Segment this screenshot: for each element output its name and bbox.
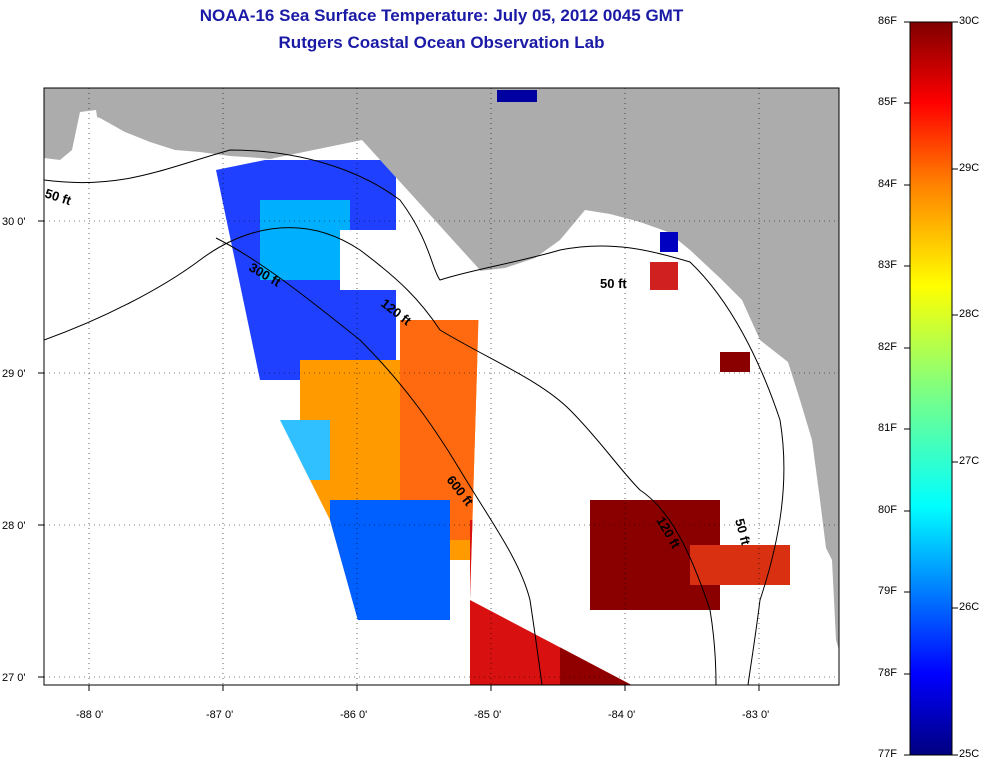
colorbar-f-label: 86F bbox=[878, 15, 897, 27]
x-tick-label: -86 0' bbox=[340, 709, 367, 721]
colorbar-f-label: 83F bbox=[878, 259, 897, 271]
colorbar-ticks bbox=[904, 21, 958, 756]
colorbar bbox=[909, 21, 953, 756]
colorbar-c-label: 26C bbox=[959, 601, 980, 613]
colorbar-c-label: 28C bbox=[959, 308, 980, 320]
colorbar-f-label: 81F bbox=[878, 422, 897, 434]
sst-patch-coast bbox=[690, 545, 790, 585]
contour-label: 50 ft bbox=[600, 276, 627, 291]
colorbar-f-label: 78F bbox=[878, 667, 897, 679]
contour-label: 50 ft bbox=[732, 517, 754, 547]
x-tick-label: -85 0' bbox=[474, 709, 501, 721]
colorbar-f-label: 79F bbox=[878, 585, 897, 597]
map-title: NOAA-16 Sea Surface Temperature: July 05… bbox=[199, 6, 684, 25]
coastal-wetlands bbox=[76, 110, 760, 340]
colorbar-c-label: 29C bbox=[959, 162, 980, 174]
colorbar-f-label: 85F bbox=[878, 96, 897, 108]
x-tick-label: -88 0' bbox=[76, 709, 103, 721]
colorbar-f-label: 77F bbox=[878, 748, 897, 760]
land-panhandle bbox=[44, 88, 839, 650]
x-tick-label: -87 0' bbox=[206, 709, 233, 721]
colorbar-c-label: 30C bbox=[959, 15, 980, 27]
contour-line-600ft bbox=[215, 237, 543, 685]
sst-lake bbox=[497, 90, 537, 102]
colorbar-f-label: 80F bbox=[878, 504, 897, 516]
colorbar-f-label: 82F bbox=[878, 341, 897, 353]
y-tick-label: 27 0' bbox=[2, 672, 26, 684]
x-tick-label: -84 0' bbox=[608, 709, 635, 721]
plot-frame bbox=[43, 87, 840, 686]
sst-patch-cold bbox=[660, 232, 678, 252]
colorbar-f-label: 84F bbox=[878, 178, 897, 190]
x-tick-label: -83 0' bbox=[742, 709, 769, 721]
map-subtitle: Rutgers Coastal Ocean Observation Lab bbox=[278, 33, 605, 52]
contour-line-120ft bbox=[44, 227, 717, 685]
colorbar-c-label: 27C bbox=[959, 455, 980, 467]
contour-line-50ft bbox=[44, 149, 785, 685]
y-tick-label: 28 0' bbox=[2, 520, 26, 532]
axis-ticks bbox=[38, 220, 760, 691]
y-tick-label: 30 0' bbox=[2, 216, 26, 228]
sst-patch-bay bbox=[720, 352, 750, 372]
y-tick-label: 29 0' bbox=[2, 368, 26, 380]
sst-patch-north bbox=[650, 262, 678, 290]
colorbar-c-label: 25C bbox=[959, 748, 980, 760]
